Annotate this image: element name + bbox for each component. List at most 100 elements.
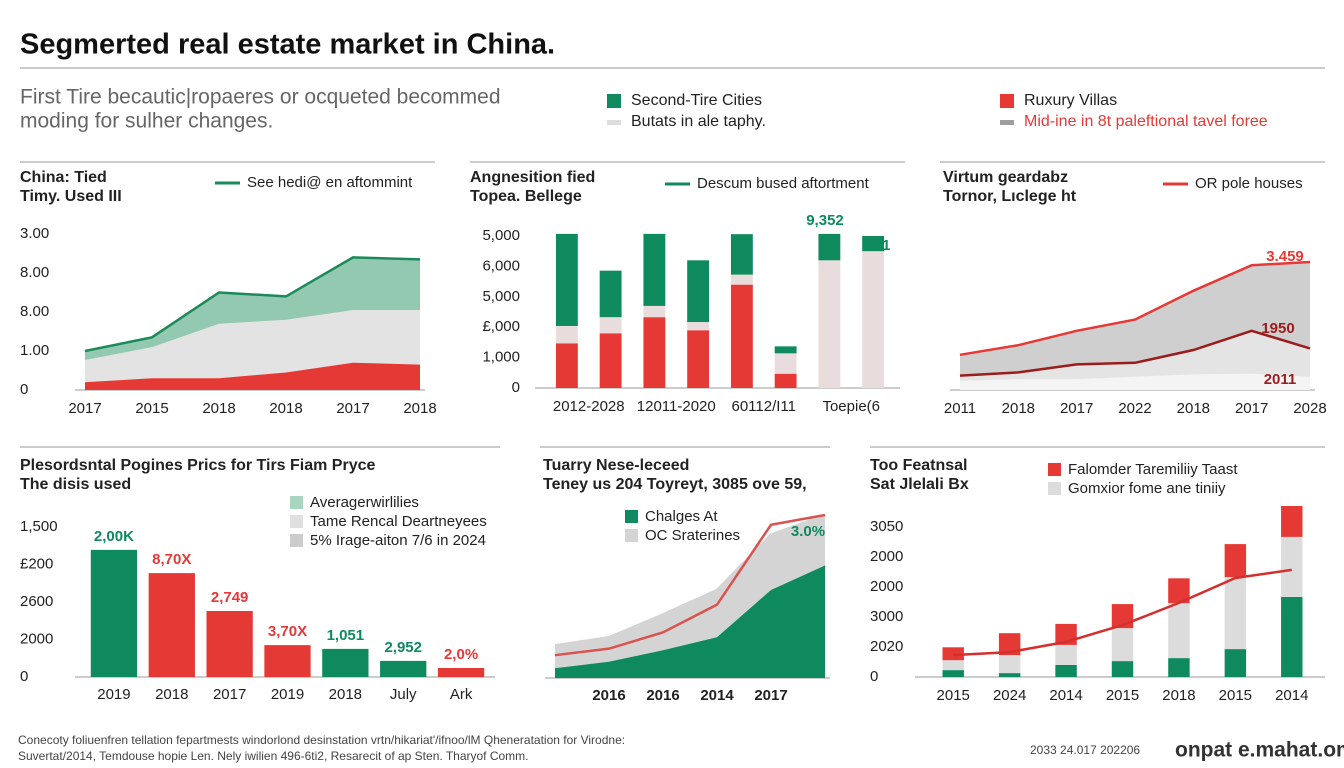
value-label: 2,00K bbox=[94, 528, 134, 545]
bar-segment bbox=[1224, 544, 1247, 578]
legend-swatch bbox=[1048, 463, 1061, 476]
bar bbox=[148, 573, 195, 677]
chart-title: Topea. Bellege bbox=[470, 188, 582, 205]
bar-segment bbox=[599, 317, 622, 334]
x-tick-label: 2019 bbox=[97, 686, 130, 703]
legend-label: Second-Tire Cities bbox=[631, 92, 762, 109]
area bbox=[85, 257, 420, 360]
legend-swatch bbox=[607, 120, 621, 125]
line bbox=[554, 513, 826, 657]
bar-segment bbox=[862, 236, 885, 252]
legend-swatch bbox=[625, 510, 638, 523]
y-tick-label: £,000 bbox=[482, 318, 520, 335]
value-label: 3,70X bbox=[268, 623, 307, 640]
area-fill bbox=[960, 374, 1310, 390]
annotation: 2011 bbox=[1264, 371, 1297, 388]
value-label: 8,70X bbox=[152, 551, 191, 568]
legend-label: Descum bused aftortment bbox=[697, 175, 870, 192]
bar-segment bbox=[818, 260, 841, 388]
y-tick-label: 5,000 bbox=[482, 227, 520, 244]
line bbox=[959, 373, 1311, 384]
bar-segment bbox=[730, 234, 753, 275]
x-tick-label: 2014 bbox=[700, 687, 734, 704]
value-label: 2,749 bbox=[211, 589, 249, 606]
x-tick-label: 2015 bbox=[1106, 687, 1139, 704]
bar-segment bbox=[942, 660, 964, 671]
y-tick-label: 2000 bbox=[870, 578, 903, 595]
bar-segment bbox=[1281, 506, 1303, 537]
bar-segment bbox=[942, 647, 964, 661]
date: 2033 24.017 202206 bbox=[1030, 743, 1140, 757]
bar-segment bbox=[555, 325, 578, 344]
bar-segment bbox=[1055, 665, 1077, 677]
annotation: 1950 bbox=[1261, 320, 1294, 337]
legend-label: OR pole houses bbox=[1195, 175, 1303, 192]
x-tick-label: 2016 bbox=[592, 687, 625, 704]
x-tick-label: 2018 bbox=[1177, 400, 1210, 417]
x-tick-label: 2015 bbox=[135, 400, 168, 417]
site: onpat e.mahat.om bbox=[1175, 739, 1344, 762]
x-tick-label: 2024 bbox=[993, 687, 1026, 704]
x-tick-label: 2022 bbox=[1118, 400, 1151, 417]
line bbox=[959, 260, 1311, 357]
x-tick-label: 2018 bbox=[1002, 400, 1035, 417]
legend-label: Tame Rencal Deartneyees bbox=[310, 513, 487, 530]
y-tick-label: 2600 bbox=[20, 593, 53, 610]
legend-swatch bbox=[1000, 94, 1014, 108]
legend-label: Mid-ine in 8t paleftional tavel foree bbox=[1024, 113, 1268, 130]
x-tick-label: 2017 bbox=[336, 400, 369, 417]
x-tick-label: 2018 bbox=[155, 686, 188, 703]
annotation: 3.459 bbox=[1266, 248, 1304, 265]
y-tick-label: 0 bbox=[20, 381, 28, 398]
subtitle: First Tire becautic|ropaeres or ocqueted… bbox=[20, 86, 501, 109]
source-note: Suvertat/2014, Temdouse hopie Len. Nely … bbox=[18, 749, 529, 763]
source-note: Conecoty foliuenfren tellation fepartmes… bbox=[18, 733, 625, 747]
x-tick-label: 60112/I11 bbox=[731, 398, 796, 415]
legend-swatch bbox=[607, 94, 621, 108]
bar-segment bbox=[1224, 577, 1247, 650]
x-tick-label: 2017 bbox=[1235, 400, 1268, 417]
y-tick-label: 0 bbox=[512, 379, 520, 396]
bar-segment bbox=[687, 330, 710, 388]
legend-label: Averagerwirlilies bbox=[310, 494, 419, 511]
y-tick-label: 3000 bbox=[870, 608, 903, 625]
legend-label: Gomxior fome ane tiniiy bbox=[1068, 480, 1226, 497]
value-label: 1,051 bbox=[327, 627, 365, 644]
x-tick-label: 2018 bbox=[329, 686, 362, 703]
chart-title: Too Featnsal bbox=[870, 457, 968, 474]
bar-segment bbox=[998, 673, 1021, 677]
x-tick-label: 2015 bbox=[937, 687, 970, 704]
legend-label: 5% Irage-aiton 7/6 in 2024 bbox=[310, 532, 486, 549]
page-title: Segmerted real estate market in China. bbox=[20, 29, 555, 61]
area bbox=[555, 565, 825, 678]
legend-label: Ruxury Villas bbox=[1024, 92, 1117, 109]
bar-segment bbox=[1055, 644, 1077, 665]
bar-segment bbox=[818, 233, 841, 261]
x-tick-label: 2015 bbox=[1219, 687, 1252, 704]
value-label: 2,0% bbox=[444, 646, 478, 663]
legend-label: Falomder Taremiliiy Taast bbox=[1068, 461, 1238, 478]
y-tick-label: 2020 bbox=[870, 638, 903, 655]
y-tick-label: 2000 bbox=[870, 548, 903, 565]
bar bbox=[264, 645, 311, 677]
chart-title: Sat Jlelali Bx bbox=[870, 476, 969, 493]
bar-segment bbox=[1281, 536, 1303, 597]
annotation: 3.0% bbox=[791, 523, 825, 540]
y-tick-label: 1.00 bbox=[20, 342, 49, 359]
bar-segment bbox=[1281, 596, 1303, 677]
line bbox=[953, 568, 1292, 657]
bar-segment bbox=[730, 284, 753, 388]
area-edge bbox=[84, 256, 421, 353]
area bbox=[555, 515, 825, 669]
bar-segment bbox=[599, 270, 622, 318]
legend-swatch bbox=[290, 515, 303, 528]
annotation: 9,352 bbox=[806, 212, 844, 229]
y-tick-label: 5,000 bbox=[482, 288, 520, 305]
bar-segment bbox=[1168, 578, 1190, 604]
bar-segment bbox=[774, 346, 797, 354]
bar-segment bbox=[998, 655, 1021, 674]
legend-swatch bbox=[625, 529, 638, 542]
x-tick-label: 2028 bbox=[1293, 400, 1326, 417]
bar-segment bbox=[643, 233, 666, 306]
x-tick-label: 2017 bbox=[68, 400, 101, 417]
